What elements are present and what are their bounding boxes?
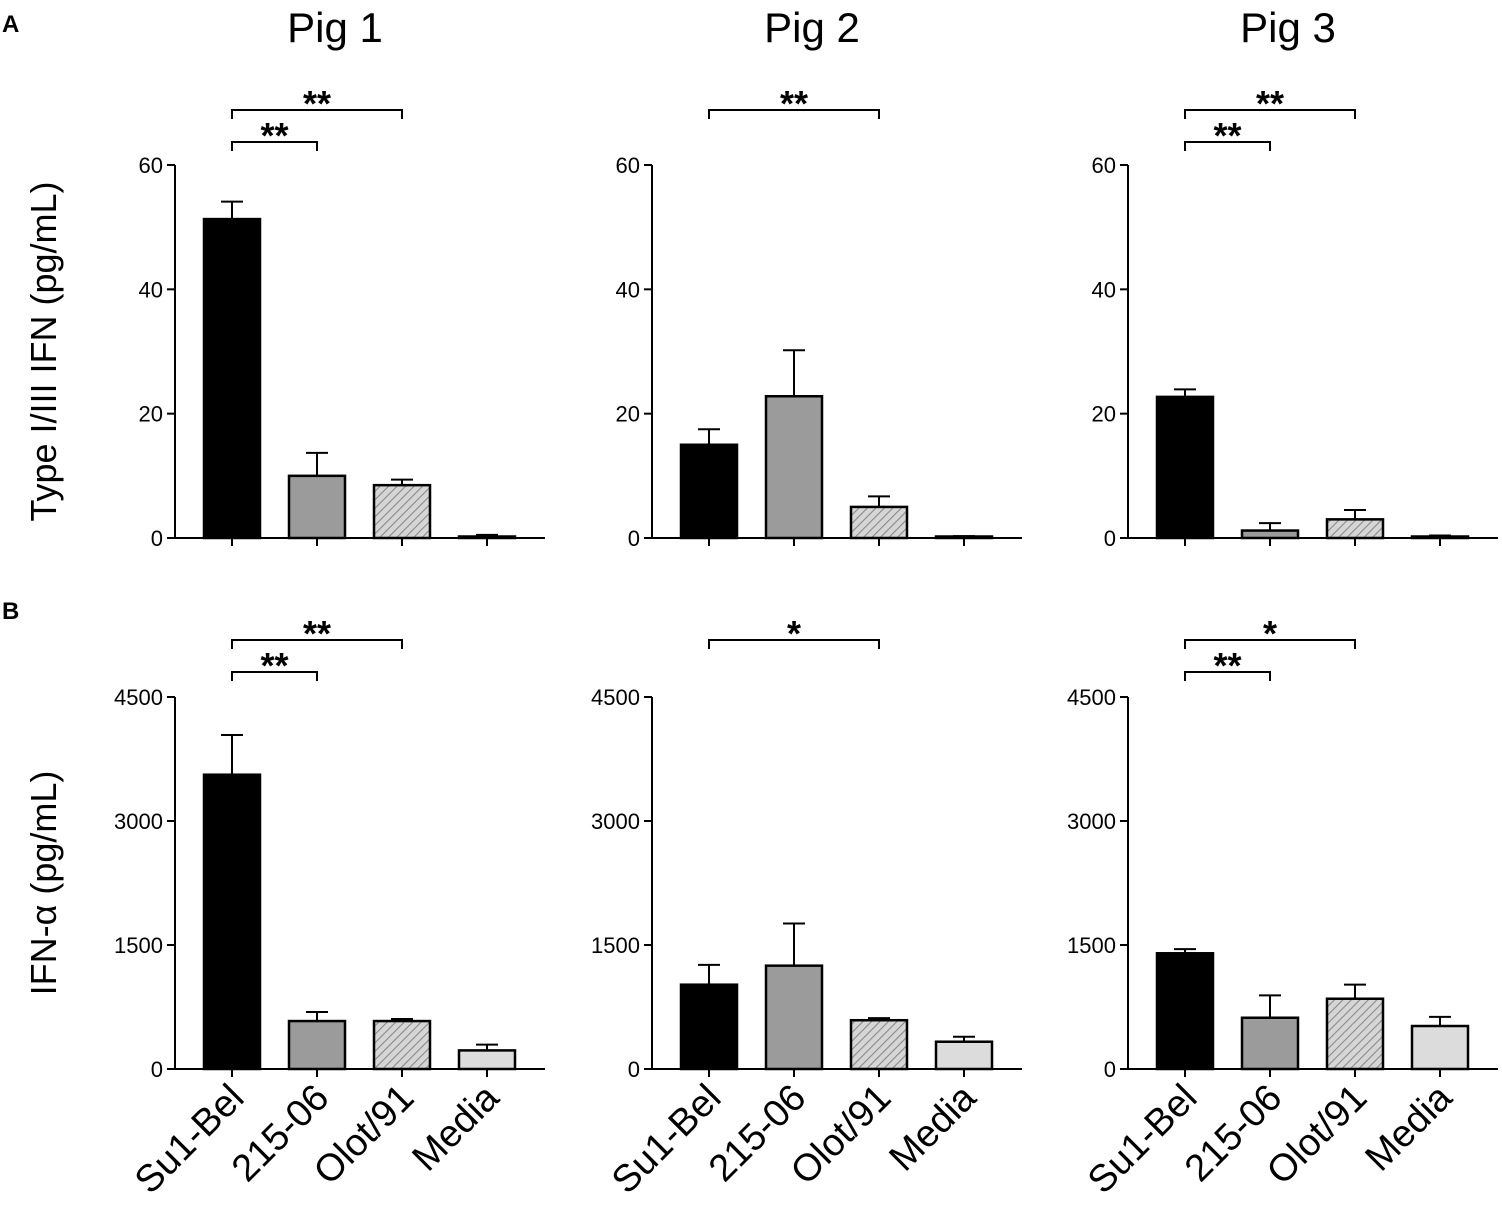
significance-label: ** — [303, 83, 331, 124]
chart-a-pig-3: Pig 3 0 20 40 60 ** ** — [1092, 4, 1498, 551]
significance-bracket — [231, 109, 403, 119]
y-tick-label: 0 — [1104, 1057, 1116, 1082]
significance-label: ** — [1213, 645, 1241, 686]
significance-label: ** — [780, 83, 808, 124]
y-tick-label: 0 — [1104, 526, 1116, 551]
chart-title: Pig 2 — [764, 4, 860, 51]
panel-label-a: A — [2, 11, 19, 38]
significance-label: ** — [260, 115, 288, 156]
bar-media — [457, 1049, 517, 1071]
significance-bracket — [231, 671, 318, 681]
y-tick-label: 3000 — [114, 809, 163, 834]
significance-label: ** — [1213, 115, 1241, 156]
bar-215-06 — [1240, 1016, 1300, 1071]
y-tick-label: 1500 — [114, 933, 163, 958]
y-tick-label: 4500 — [114, 685, 163, 710]
y-tick-label: 1500 — [591, 933, 640, 958]
significance-bracket — [708, 639, 880, 649]
bar-215-06 — [764, 964, 824, 1071]
significance-bracket — [1184, 109, 1356, 119]
bar-olot-91 — [372, 483, 432, 540]
bar-su1-bel — [679, 983, 739, 1071]
bar-215-06 — [1240, 529, 1300, 540]
y-tick-label: 3000 — [591, 809, 640, 834]
y-tick-label: 4500 — [591, 685, 640, 710]
y-tick-label: 1500 — [1067, 933, 1116, 958]
significance-bracket — [1184, 671, 1271, 681]
x-category-label: Su1-Bel — [127, 1077, 252, 1202]
y-tick-label: 0 — [628, 1057, 640, 1082]
significance-bracket — [1184, 639, 1356, 649]
significance-bracket — [231, 141, 318, 151]
y-tick-label: 40 — [1092, 277, 1116, 302]
chart-title: Pig 1 — [287, 4, 383, 51]
significance-label: ** — [303, 613, 331, 654]
y-tick-label: 4500 — [1067, 685, 1116, 710]
y-tick-label: 3000 — [1067, 809, 1116, 834]
significance-label: * — [787, 613, 801, 654]
bar-olot-91 — [1325, 997, 1385, 1071]
y-tick-label: 60 — [616, 153, 640, 178]
x-category-label: Media — [1357, 1076, 1460, 1179]
significance-label: * — [1263, 613, 1277, 654]
chart-title: Pig 3 — [1240, 4, 1336, 51]
y-tick-label: 0 — [151, 526, 163, 551]
chart-b-pig-1: IFN-α (pg/mL)0150030004500Su1-Bel215-06O… — [23, 613, 545, 1202]
bar-su1-bel — [1155, 952, 1215, 1071]
y-tick-label: 0 — [151, 1057, 163, 1082]
bar-215-06 — [287, 1019, 347, 1071]
bar-olot-91 — [849, 1018, 909, 1071]
y-tick-label: 40 — [616, 277, 640, 302]
y-tick-label: 20 — [616, 402, 640, 427]
bar-media — [1410, 1024, 1470, 1071]
y-tick-label: 0 — [628, 526, 640, 551]
x-category-label: Su1-Bel — [604, 1077, 729, 1202]
bar-olot-91 — [372, 1019, 432, 1071]
significance-bracket — [708, 109, 880, 119]
y-tick-label: 40 — [139, 277, 163, 302]
bar-media — [934, 535, 994, 540]
chart-a-pig-1: Pig 1 Type I/III IFN (pg/mL) 0 20 40 60 ** ** — [23, 4, 545, 551]
significance-bracket — [231, 639, 403, 649]
x-category-label: Media — [881, 1076, 984, 1179]
bar-215-06 — [764, 395, 824, 540]
panel-label-b: B — [2, 598, 19, 625]
y-axis-label: Type I/III IFN (pg/mL) — [23, 181, 64, 521]
bar-media — [1410, 535, 1470, 540]
y-axis-label: IFN-α (pg/mL) — [23, 771, 64, 996]
y-tick-label: 60 — [1092, 153, 1116, 178]
bar-media — [934, 1040, 994, 1071]
chart-a-pig-2: Pig 2 0 20 40 60 ** — [616, 4, 1022, 551]
significance-label: ** — [260, 645, 288, 686]
y-tick-label: 20 — [1092, 402, 1116, 427]
x-category-label: Media — [404, 1076, 507, 1179]
bar-215-06 — [287, 474, 347, 540]
bar-olot-91 — [849, 505, 909, 540]
x-category-label: Su1-Bel — [1080, 1077, 1205, 1202]
significance-label: ** — [1256, 83, 1284, 124]
bar-media — [457, 535, 517, 540]
bar-su1-bel — [202, 773, 262, 1071]
bar-olot-91 — [1325, 518, 1385, 540]
chart-b-pig-3: 0150030004500Su1-Bel215-06Olot/91Media**… — [1067, 613, 1498, 1202]
y-tick-label: 20 — [139, 402, 163, 427]
bar-su1-bel — [679, 443, 739, 540]
bar-su1-bel — [202, 217, 262, 540]
significance-bracket — [1184, 141, 1271, 151]
y-tick-label: 60 — [139, 153, 163, 178]
bar-su1-bel — [1155, 395, 1215, 540]
